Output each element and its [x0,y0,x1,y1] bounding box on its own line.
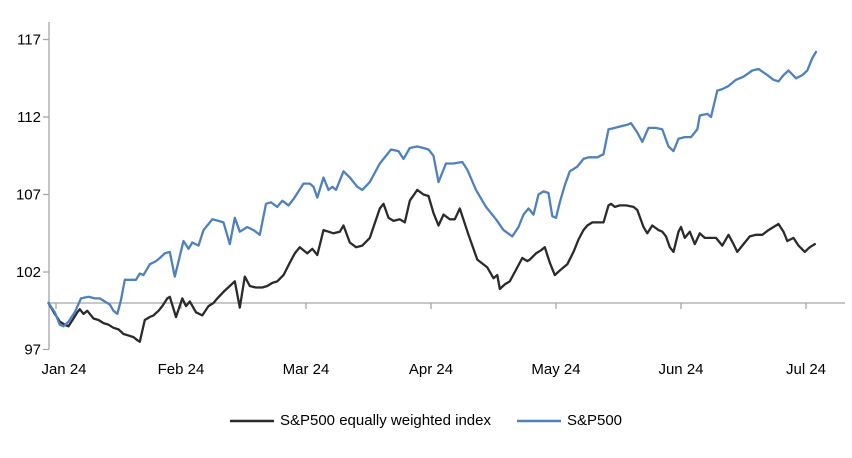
x-tick-label: Jun 24 [658,361,703,378]
y-tick-label: 107 [16,187,41,204]
legend-line-swatch-sp500 [516,419,561,422]
x-tick-label: Mar 24 [283,361,330,378]
y-tick-label: 112 [17,109,41,126]
y-tick-label: 102 [16,264,41,281]
x-tick-label: Jan 24 [41,361,86,378]
legend-label-equal-weight: S&P500 equally weighted index [279,412,491,429]
legend-item-sp500: S&P500 [516,412,623,429]
y-tick-label: 117 [17,32,41,49]
legend-label-sp500: S&P500 [566,412,623,429]
x-tick-label: Feb 24 [158,361,205,378]
legend-line-swatch-equal-weight [229,419,274,422]
x-tick-label: Jul 24 [786,361,826,378]
x-tick-label: Apr 24 [409,361,453,378]
series-line-sp500 [47,50,818,328]
x-tick-label: May 24 [531,361,580,378]
legend: S&P500 equally weighted index S&P500 [0,412,852,429]
legend-item-equal-weight: S&P500 equally weighted index [229,412,491,429]
y-tick-label: 97 [24,342,41,359]
series-line-equal-weight [47,188,816,343]
